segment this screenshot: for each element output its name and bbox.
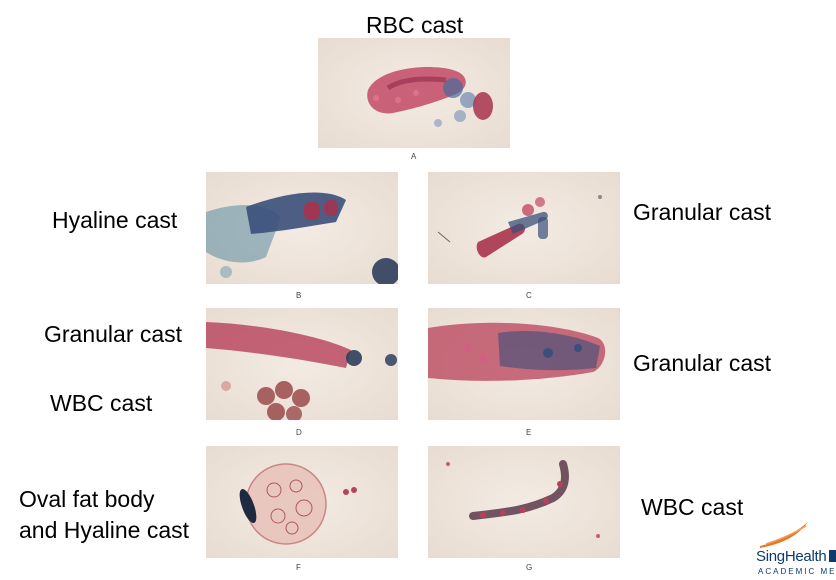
- logo-name: SingHealth: [756, 548, 836, 565]
- oval-fat-body-image: [239, 463, 357, 545]
- singhealth-logo: SingHealth ACADEMIC MEDI: [752, 520, 836, 580]
- micrograph-panel-c: [428, 172, 620, 284]
- granular-cast-image: [437, 195, 602, 258]
- label-wbc-cast-1: WBC cast: [50, 390, 153, 416]
- logo-swoosh-icon: [760, 522, 808, 548]
- panel-letter-e: E: [526, 428, 533, 437]
- panel-letter-b: B: [296, 291, 303, 300]
- granular-cast-image-2: [428, 322, 606, 381]
- logo-subtitle: ACADEMIC MEDI: [758, 567, 836, 576]
- label-granular-cast-2: Granular cast: [44, 321, 183, 347]
- micrograph-panel-b: [206, 172, 398, 284]
- rbc-cast-image: [367, 67, 493, 127]
- label-wbc-cast-2: WBC cast: [641, 494, 744, 520]
- label-hyaline-cast: Hyaline cast: [52, 207, 178, 233]
- micrograph-panel-d: [206, 308, 398, 420]
- panel-letter-a: A: [411, 152, 418, 161]
- label-granular-cast-1: Granular cast: [633, 199, 772, 225]
- label-oval-fat-body-line1: Oval fat body: [19, 486, 155, 512]
- micrograph-panel-e: [428, 308, 620, 420]
- panel-letter-c: C: [526, 291, 533, 300]
- page-title: RBC cast: [366, 12, 464, 38]
- panel-letter-d: D: [296, 428, 303, 437]
- micrograph-panel-f: [206, 446, 398, 558]
- micrograph-panel-g: [428, 446, 620, 558]
- hyaline-cast-image: [206, 192, 398, 284]
- micrograph-panel-a: [318, 38, 510, 148]
- panel-letter-f: F: [296, 563, 302, 572]
- label-granular-cast-3: Granular cast: [633, 350, 772, 376]
- panel-letter-g: G: [526, 563, 534, 572]
- wbc-cast-image: [446, 460, 600, 538]
- label-oval-fat-body-line2: and Hyaline cast: [19, 517, 190, 543]
- granular-wbc-cast-image: [206, 322, 397, 420]
